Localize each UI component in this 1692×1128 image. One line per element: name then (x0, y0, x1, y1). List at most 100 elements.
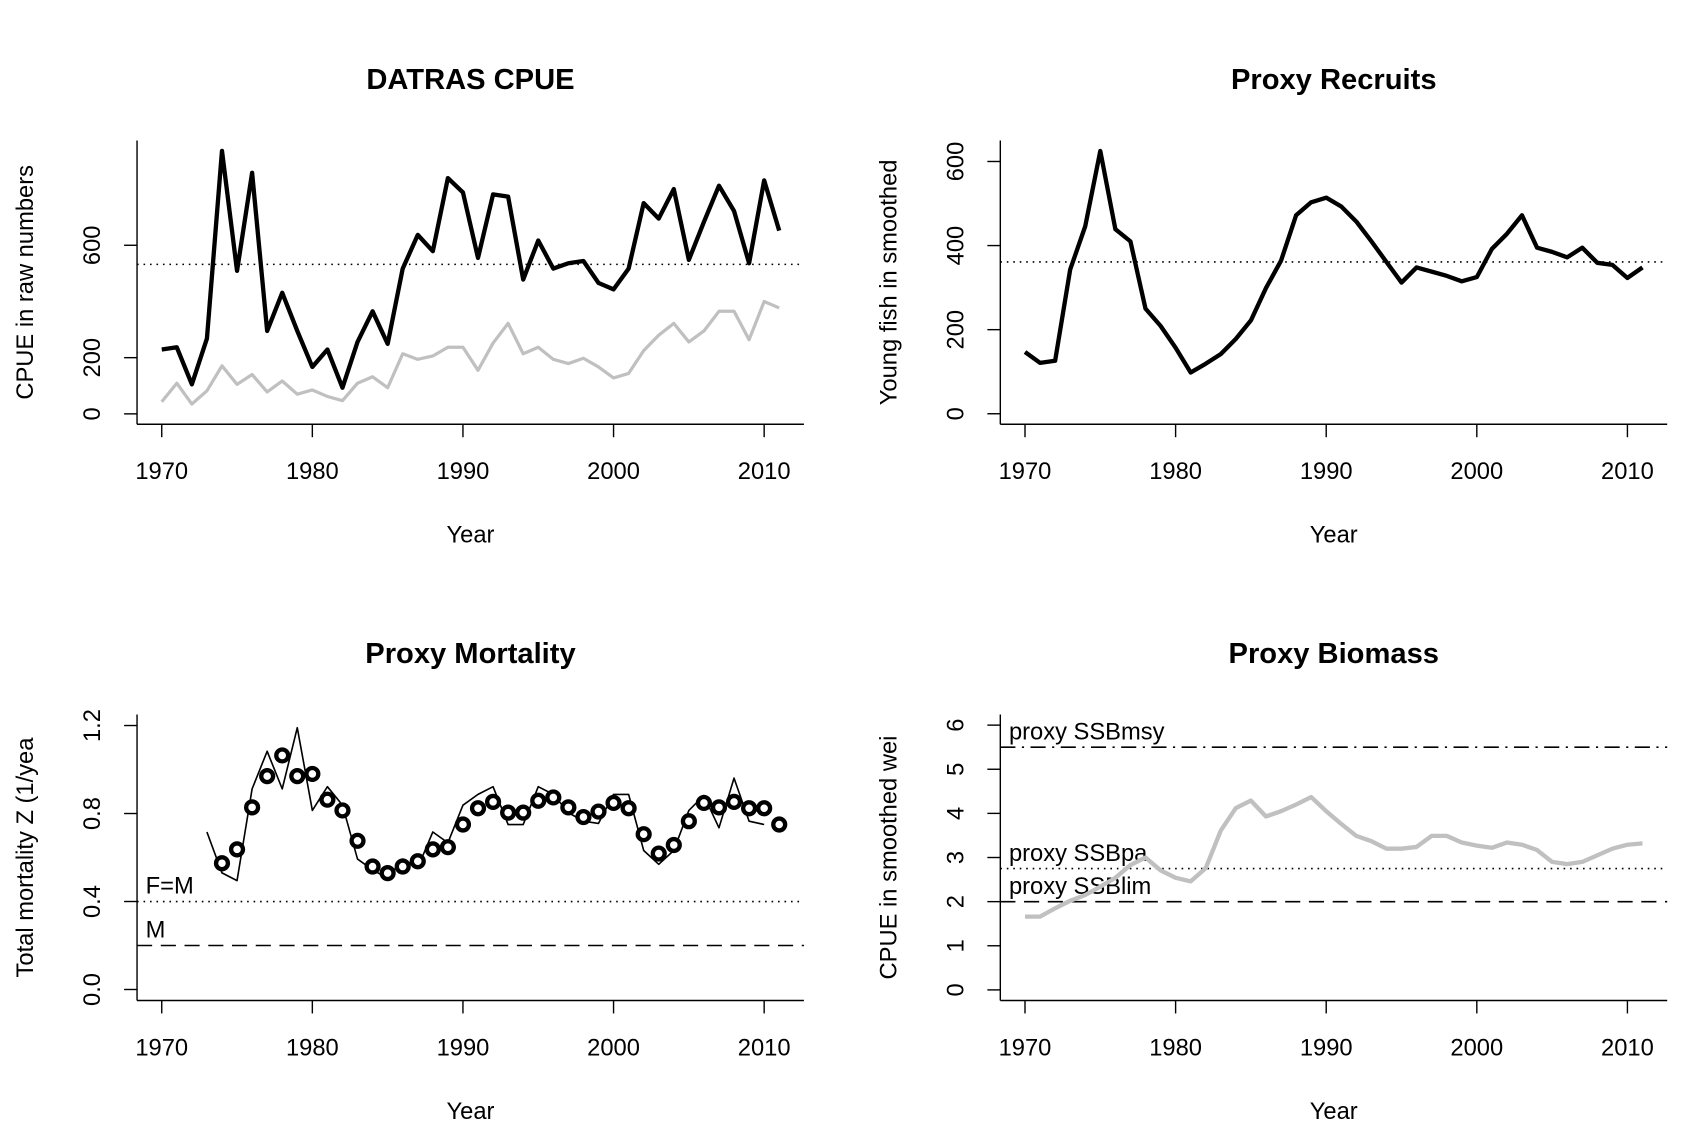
y-axis-label: CPUE in smoothed wei (877, 736, 903, 980)
y-axis-label: Total mortality Z (1/yea (13, 737, 39, 978)
y-tick-label: 400 (943, 226, 969, 266)
marker (274, 747, 291, 764)
y-tick-label: 1 (943, 939, 969, 952)
y-tick-label: 0 (943, 407, 969, 420)
panel: Proxy Recruits Year Young fish in smoothed… (877, 64, 1668, 549)
marker (289, 768, 306, 785)
marker (259, 768, 276, 785)
marker (741, 800, 758, 817)
x-axis-label: Year (447, 1099, 495, 1125)
marker (545, 789, 562, 806)
x-tick-label: 1990 (437, 1035, 490, 1061)
x-tick-label: 1970 (999, 459, 1052, 485)
marker (710, 799, 728, 816)
x-tick-label: 1980 (286, 1035, 339, 1061)
panel-title: Proxy Recruits (1231, 64, 1437, 96)
x-axis-label: Year (447, 523, 495, 549)
y-axis-label: Young fish in smoothed (877, 160, 903, 406)
marker (469, 800, 487, 817)
marker (575, 808, 592, 826)
panel: Proxy Biomass Year CPUE in smoothed wei 197… (877, 638, 1668, 1125)
y-tick-label: 0.8 (80, 797, 106, 830)
marker (334, 802, 351, 819)
y-tick-label: 1.2 (80, 709, 106, 742)
y-tick-label: 4 (943, 807, 969, 820)
marker (635, 826, 652, 843)
marker (304, 765, 321, 783)
x-tick-label: 1970 (135, 459, 188, 485)
x-tick-label: 1990 (437, 459, 490, 485)
x-tick-label: 2000 (587, 459, 640, 485)
x-tick-label: 1980 (1149, 1035, 1202, 1061)
marker (319, 791, 336, 808)
marker (620, 800, 637, 817)
marker (515, 804, 532, 821)
y-tick-label: 200 (943, 310, 969, 350)
series-line (1023, 148, 1644, 375)
y-tick-label: 200 (80, 338, 106, 378)
series-line (160, 299, 780, 406)
panel-title: Proxy Mortality (365, 638, 576, 670)
x-tick-label: 1990 (1300, 1035, 1353, 1061)
series-line (1025, 794, 1643, 919)
marker (349, 832, 366, 849)
marker (756, 800, 773, 817)
x-tick-label: 1970 (135, 1035, 188, 1061)
x-tick-label: 1970 (999, 1035, 1052, 1061)
marker (439, 839, 456, 856)
marker (650, 845, 667, 862)
marker (560, 799, 577, 816)
x-axis-label: Year (1310, 523, 1358, 549)
y-tick-label: 0 (943, 983, 969, 996)
x-tick-label: 1990 (1300, 459, 1353, 485)
panel-title: Proxy Biomass (1229, 638, 1439, 670)
y-tick-label: 0 (80, 407, 106, 420)
x-tick-label: 1980 (1149, 459, 1202, 485)
x-tick-label: 2010 (738, 459, 791, 485)
y-tick-label: 3 (943, 851, 969, 864)
marker (213, 855, 231, 872)
y-axis-label: CPUE in raw numbers (13, 165, 39, 400)
panel: DATRAS CPUE Year CPUE in raw numbers 1970 19… (13, 64, 804, 549)
reference-label: M (146, 918, 166, 944)
y-tick-label: 0.0 (80, 973, 106, 1006)
marker (605, 794, 622, 812)
x-tick-label: 2010 (1601, 1035, 1654, 1061)
y-tick-label: 2 (943, 895, 969, 908)
marker (771, 816, 788, 833)
marker (424, 841, 441, 858)
y-tick-label: 6 (943, 719, 969, 732)
marker (409, 853, 426, 870)
marker (500, 804, 517, 821)
panel-title: DATRAS CPUE (366, 64, 574, 96)
series-line (161, 148, 782, 390)
x-axis-label: Year (1310, 1099, 1358, 1125)
reference-label: proxy SSBmsy (1009, 719, 1165, 745)
marker (680, 813, 697, 830)
x-tick-label: 2010 (738, 1035, 791, 1061)
reference-label: proxy SSBpa (1009, 841, 1148, 867)
y-tick-label: 600 (943, 142, 969, 182)
marker (379, 865, 396, 882)
marker (364, 858, 381, 875)
marker (228, 841, 246, 858)
x-tick-label: 2010 (1601, 459, 1654, 485)
marker (454, 816, 472, 833)
x-tick-label: 1980 (286, 459, 339, 485)
panel: Proxy Mortality Year Total mortality Z (1/… (13, 638, 804, 1125)
marker (530, 792, 547, 809)
y-tick-label: 0.4 (80, 885, 106, 918)
y-tick-label: 600 (80, 225, 106, 265)
marker (590, 803, 607, 820)
y-tick-label: 5 (943, 763, 969, 776)
x-tick-label: 2000 (1450, 459, 1503, 485)
marker (725, 793, 743, 810)
x-tick-label: 2000 (587, 1035, 640, 1061)
x-tick-label: 2000 (1450, 1035, 1503, 1061)
marker (244, 799, 261, 816)
marker (484, 793, 502, 810)
marker (394, 858, 411, 875)
marker (695, 794, 713, 812)
marker (665, 836, 682, 854)
